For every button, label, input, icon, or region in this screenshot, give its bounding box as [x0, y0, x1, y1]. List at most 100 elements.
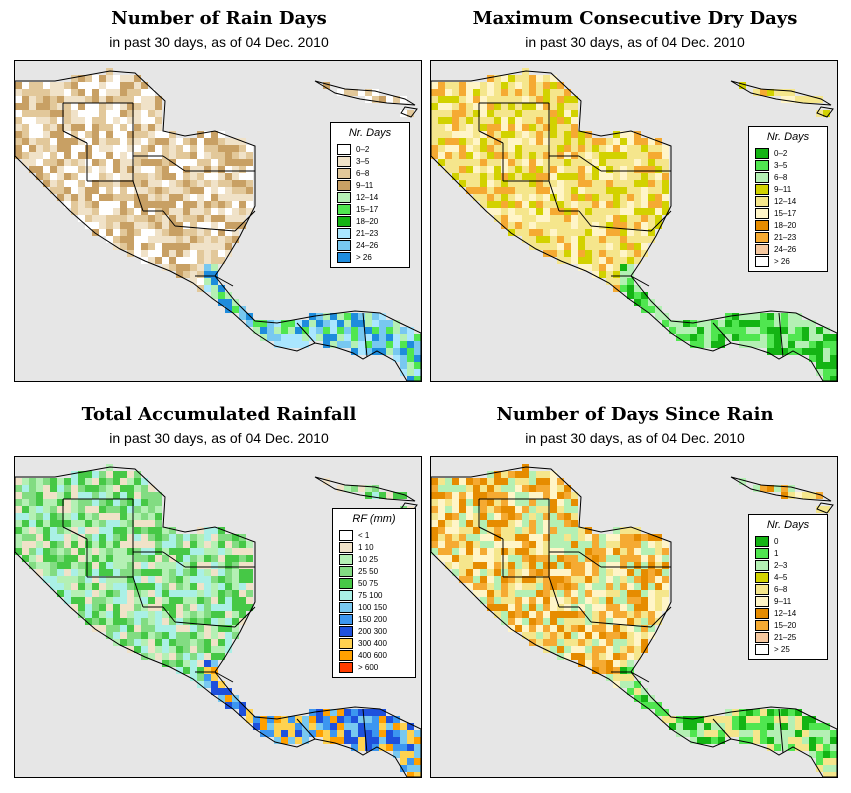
grid-cell [99, 208, 106, 215]
grid-cell [550, 236, 557, 243]
grid-cell [788, 89, 795, 96]
grid-cell [134, 145, 141, 152]
grid-cell [739, 313, 746, 320]
grid-cell [183, 653, 190, 660]
grid-cell [337, 313, 344, 320]
grid-cell [543, 208, 550, 215]
grid-cell [78, 103, 85, 110]
grid-cell [204, 222, 211, 229]
grid-cell [606, 257, 613, 264]
grid-cell [564, 646, 571, 653]
grid-cell [431, 513, 438, 520]
grid-cell [190, 548, 197, 555]
grid-cell [176, 569, 183, 576]
grid-cell [155, 131, 162, 138]
grid-cell [725, 327, 732, 334]
grid-cell [232, 625, 239, 632]
grid-cell [176, 583, 183, 590]
grid-cell [29, 527, 36, 534]
grid-cell [232, 618, 239, 625]
grid-cell [473, 152, 480, 159]
grid-cell [183, 583, 190, 590]
grid-cell [578, 541, 585, 548]
grid-cell [634, 236, 641, 243]
grid-cell [78, 576, 85, 583]
grid-cell [309, 320, 316, 327]
grid-cell [480, 562, 487, 569]
grid-cell [823, 723, 830, 730]
grid-cell [648, 152, 655, 159]
grid-cell [578, 257, 585, 264]
grid-cell [550, 639, 557, 646]
grid-cell [578, 222, 585, 229]
grid-cell [767, 730, 774, 737]
grid-cell [809, 730, 816, 737]
grid-cell [536, 201, 543, 208]
grid-cell [50, 541, 57, 548]
grid-cell [550, 89, 557, 96]
grid-cell [781, 320, 788, 327]
grid-cell [781, 327, 788, 334]
grid-cell [190, 618, 197, 625]
grid-cell [634, 597, 641, 604]
grid-cell [211, 527, 218, 534]
grid-cell [648, 548, 655, 555]
grid-cell [578, 215, 585, 222]
grid-cell [543, 632, 550, 639]
grid-cell [494, 145, 501, 152]
grid-cell [550, 180, 557, 187]
grid-cell [634, 555, 641, 562]
grid-cell [365, 89, 372, 96]
grid-cell [522, 201, 529, 208]
grid-cell [232, 208, 239, 215]
panel-title: Number of Days Since Rain [496, 404, 774, 425]
grid-cell [386, 730, 393, 737]
grid-cell [22, 541, 29, 548]
grid-cell [438, 513, 445, 520]
grid-cell [120, 82, 127, 89]
grid-cell [64, 166, 71, 173]
grid-cell [445, 145, 452, 152]
grid-cell [746, 334, 753, 341]
land-shape [816, 106, 834, 118]
grid-cell [599, 215, 606, 222]
grid-cell [197, 229, 204, 236]
grid-cell [697, 341, 704, 348]
grid-cell [634, 590, 641, 597]
grid-cell [529, 632, 536, 639]
grid-cell [641, 618, 648, 625]
grid-cell [536, 639, 543, 646]
grid-cell [211, 646, 218, 653]
grid-cell [57, 152, 64, 159]
grid-cell [218, 257, 225, 264]
grid-cell [106, 229, 113, 236]
grid-cell [176, 173, 183, 180]
grid-cell [246, 187, 253, 194]
grid-cell [578, 243, 585, 250]
grid-cell [613, 278, 620, 285]
grid-cell [176, 625, 183, 632]
grid-cell [218, 688, 225, 695]
grid-cell [85, 82, 92, 89]
grid-cell [85, 471, 92, 478]
grid-cell [176, 597, 183, 604]
grid-cell [190, 278, 197, 285]
grid-cell [662, 541, 669, 548]
grid-cell [162, 131, 169, 138]
grid-cell [515, 555, 522, 562]
map-max-dry-days [430, 60, 838, 382]
grid-cell [176, 229, 183, 236]
grid-cell [169, 180, 176, 187]
grid-cell [225, 583, 232, 590]
grid-cell [386, 723, 393, 730]
legend-label: 18–20 [356, 216, 379, 226]
grid-cell [232, 201, 239, 208]
grid-cell [36, 152, 43, 159]
grid-cell [134, 75, 141, 82]
grid-cell [753, 89, 760, 96]
grid-cell [106, 548, 113, 555]
grid-cell [690, 716, 697, 723]
grid-cell [127, 597, 134, 604]
grid-cell [487, 96, 494, 103]
grid-cell [71, 187, 78, 194]
